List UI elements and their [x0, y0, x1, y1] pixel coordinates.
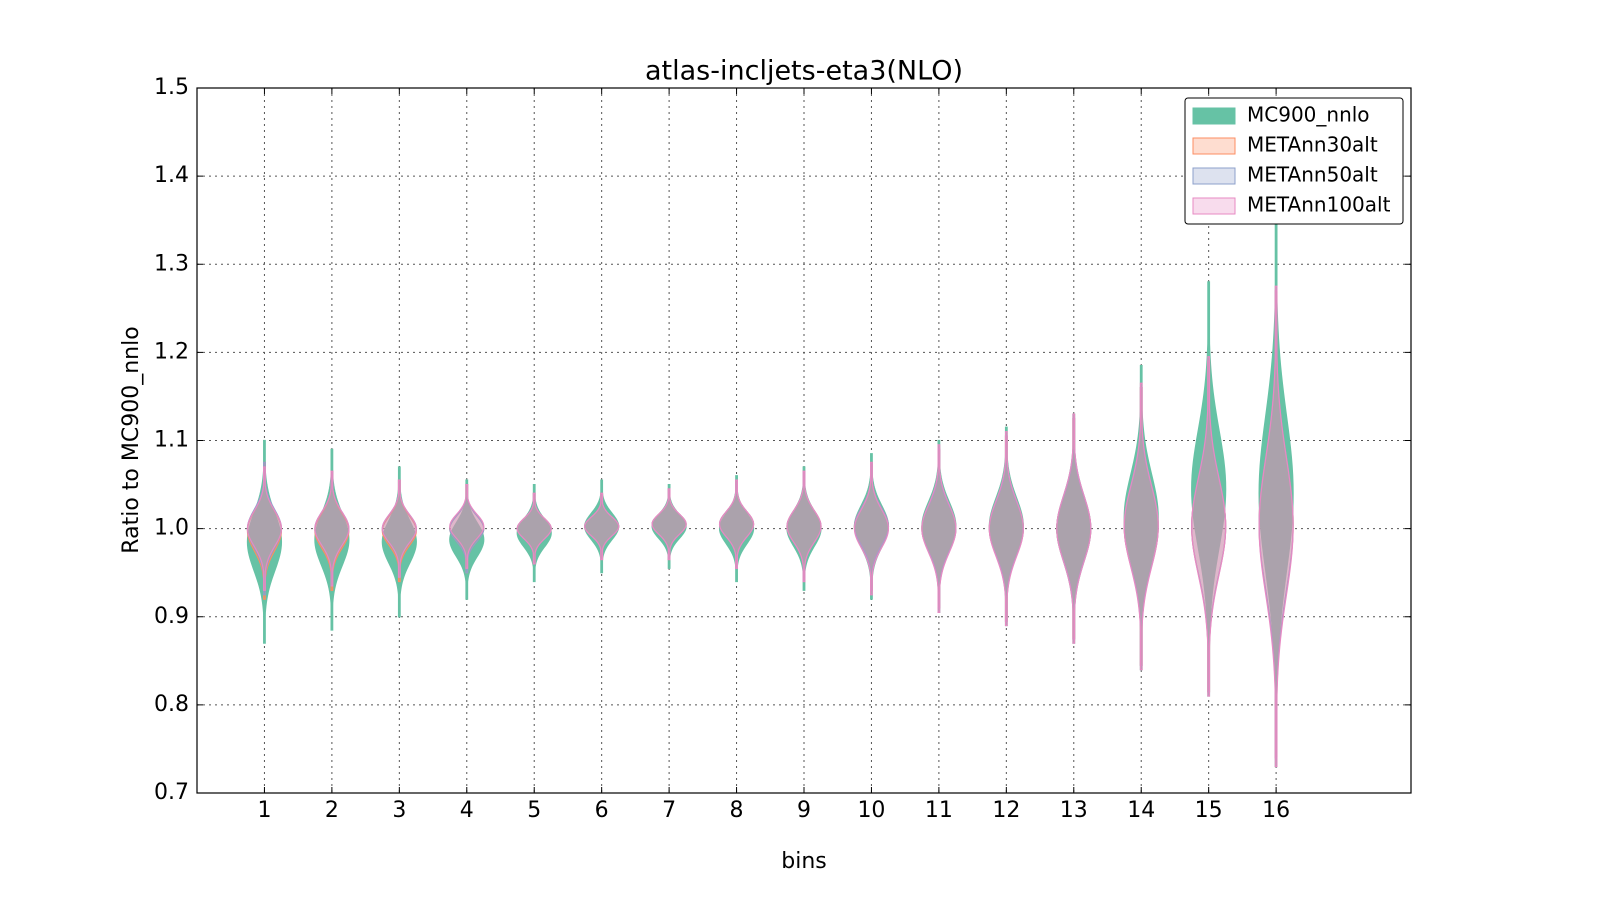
- violin: [1056, 413, 1092, 644]
- x-tick-label: 16: [1262, 798, 1290, 823]
- violin: [988, 431, 1024, 627]
- legend-label: METAnn50alt: [1247, 163, 1378, 187]
- violin: [246, 466, 283, 591]
- violin: [584, 492, 620, 561]
- plot-frame: [196, 87, 1412, 794]
- legend-swatch: [1192, 167, 1236, 185]
- legend-swatch: [1192, 107, 1236, 125]
- x-tick-label: 3: [392, 798, 406, 823]
- x-tick-label: 10: [857, 798, 885, 823]
- violin: [381, 466, 417, 618]
- x-tick-label: 12: [992, 798, 1020, 823]
- violin: [651, 483, 687, 569]
- y-tick-label: 1.2: [154, 339, 189, 364]
- y-axis-label: Ratio to MC900_nnlo: [119, 326, 144, 553]
- violin: [651, 488, 687, 561]
- violin: [314, 448, 350, 631]
- x-tick-label: 1: [257, 798, 271, 823]
- violin: [853, 461, 890, 596]
- violin: [381, 479, 417, 578]
- violin: [246, 461, 283, 596]
- violin: [314, 470, 350, 587]
- x-tick-label: 2: [325, 798, 339, 823]
- chart-title: atlas-incljets-eta3(NLO): [645, 56, 963, 87]
- violin: [921, 444, 957, 613]
- violin: [516, 483, 552, 583]
- x-tick-label: 5: [527, 798, 541, 823]
- legend-label: MC900_nnlo: [1247, 103, 1370, 127]
- x-tick-label: 7: [662, 798, 676, 823]
- violin: [1123, 364, 1159, 671]
- violin: [786, 470, 822, 583]
- legend-label: METAnn30alt: [1247, 133, 1378, 157]
- legend-swatch: [1192, 197, 1236, 215]
- y-tick-label: 0.8: [154, 692, 189, 717]
- violin: [584, 479, 620, 574]
- violin: [718, 479, 755, 569]
- y-tick-label: 1.5: [154, 75, 189, 100]
- violin: [1258, 285, 1294, 768]
- y-tick-label: 1.0: [154, 516, 189, 541]
- violin: [516, 492, 552, 565]
- x-tick-label: 9: [797, 798, 811, 823]
- x-tick-label: 13: [1060, 798, 1088, 823]
- x-tick-label: 4: [460, 798, 474, 823]
- x-tick-label: 8: [730, 798, 744, 823]
- legend-swatch: [1192, 137, 1236, 155]
- plot-area: 0.70.80.91.01.11.21.31.41.51 2 3 4 5 6 7 8 9 10 11…: [154, 75, 1412, 823]
- violin: [246, 439, 283, 644]
- legend-box: [1184, 97, 1404, 225]
- x-tick-label: 15: [1195, 798, 1223, 823]
- violin: [449, 483, 485, 569]
- y-tick-label: 0.7: [154, 780, 189, 805]
- violin: [786, 466, 822, 591]
- violin: [1191, 281, 1227, 697]
- legend-label: METAnn100alt: [1247, 193, 1391, 217]
- y-tick-label: 1.1: [154, 428, 189, 453]
- violin: [449, 479, 485, 600]
- x-tick-label: 14: [1127, 798, 1155, 823]
- x-axis-label: bins: [781, 849, 826, 874]
- y-tick-label: 1.4: [154, 163, 189, 188]
- y-tick-label: 0.9: [154, 604, 189, 629]
- y-tick-label: 1.3: [154, 251, 189, 276]
- violin: [1123, 382, 1159, 671]
- violin: [1191, 356, 1227, 697]
- x-tick-label: 11: [925, 798, 953, 823]
- x-tick-label: 6: [595, 798, 609, 823]
- violin: [718, 475, 755, 583]
